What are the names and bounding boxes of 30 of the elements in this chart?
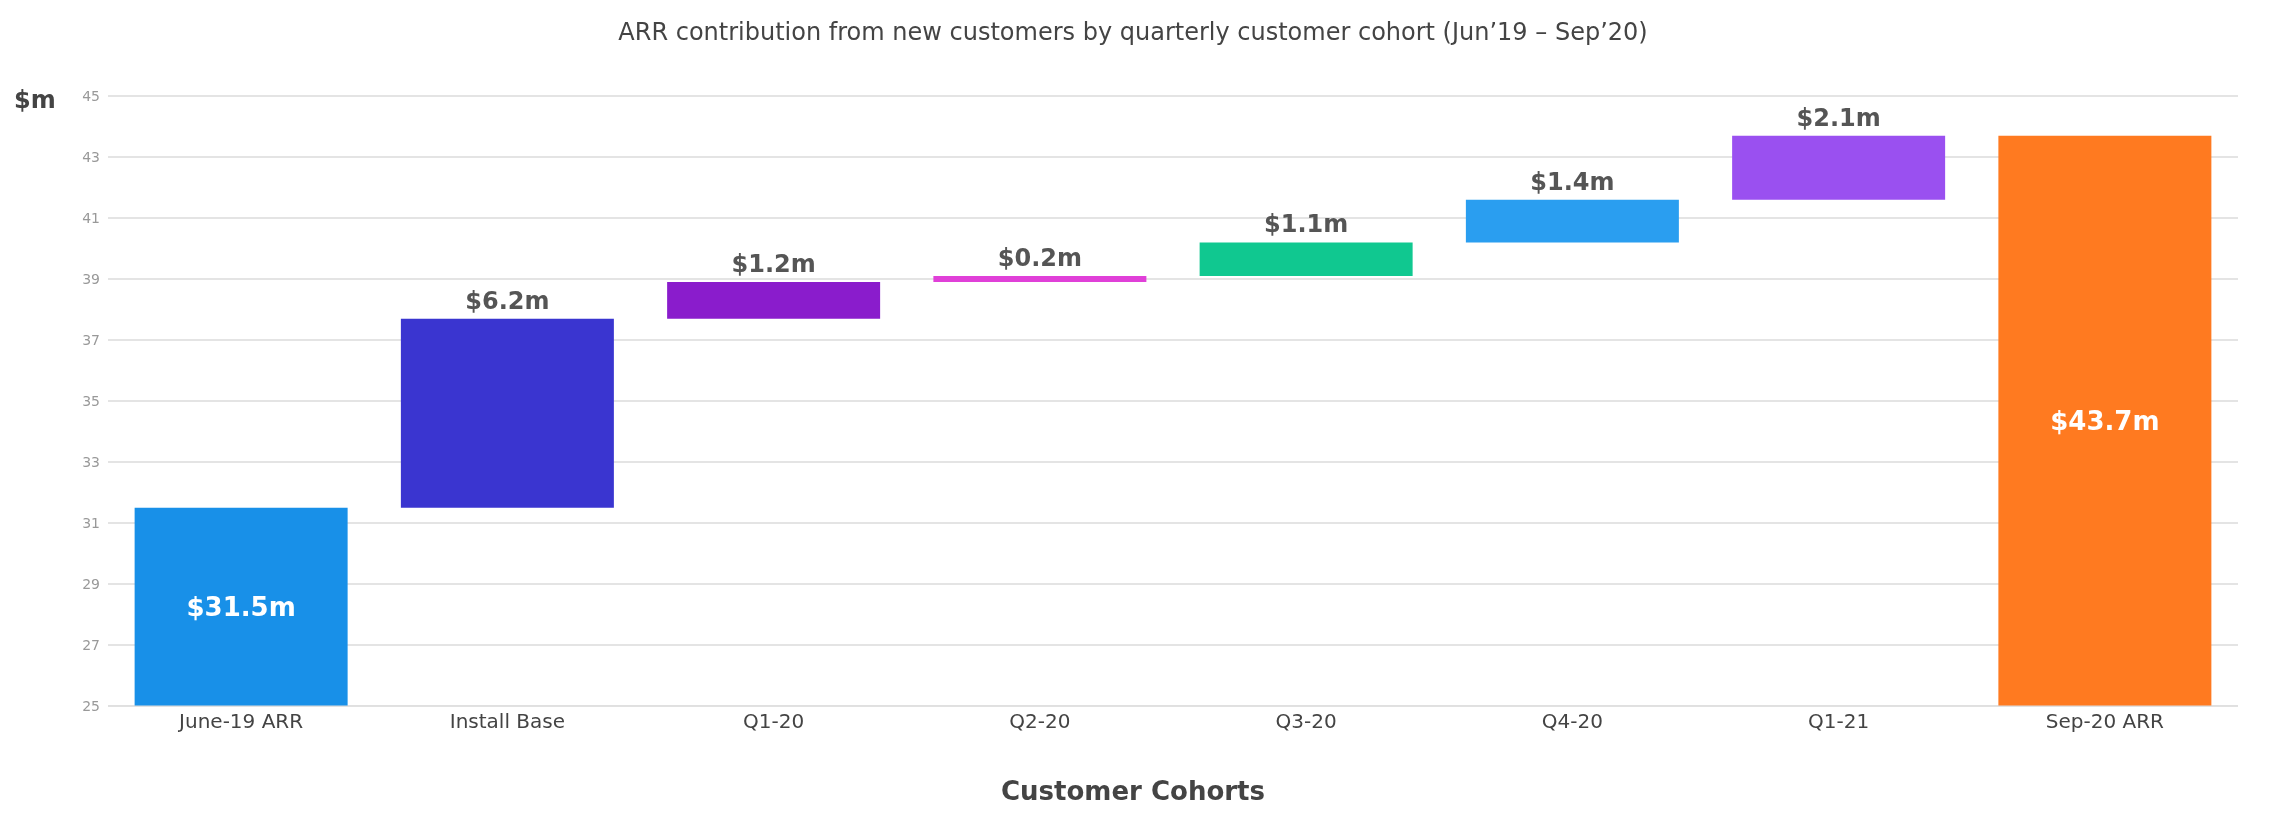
data-label: $0.2m bbox=[997, 243, 1082, 272]
x-tick-label: Install Base bbox=[449, 709, 566, 734]
x-tick-label: Q1-21 bbox=[1808, 709, 1870, 734]
x-tick-label: Q3-20 bbox=[1275, 709, 1337, 734]
x-tick-label: June-19 ARR bbox=[177, 709, 304, 734]
y-tick-label: 29 bbox=[82, 575, 100, 592]
y-axis-title: $m bbox=[14, 86, 56, 114]
x-tick-label: Sep-20 ARR bbox=[2045, 709, 2165, 734]
y-tick-label: 31 bbox=[82, 514, 100, 531]
y-tick-label: 41 bbox=[82, 209, 100, 226]
x-tick-label: Q1-20 bbox=[743, 709, 805, 734]
data-label: $1.2m bbox=[731, 250, 816, 279]
y-tick-label: 37 bbox=[82, 331, 100, 348]
data-label: $2.1m bbox=[1796, 103, 1881, 132]
y-tick-label: 25 bbox=[82, 697, 100, 714]
y-tick-label: 39 bbox=[82, 270, 100, 287]
y-tick-label: 35 bbox=[82, 392, 100, 409]
chart-title: ARR contribution from new customers by quarterly customer cohort (Jun’19 – Sep’20) bbox=[617, 17, 1649, 48]
x-axis-title: Customer Cohorts bbox=[1000, 776, 1266, 806]
data-label: $1.4m bbox=[1530, 167, 1615, 196]
data-label: $31.5m bbox=[186, 591, 296, 622]
data-label: $6.2m bbox=[465, 286, 550, 315]
x-tick-label: Q2-20 bbox=[1009, 709, 1071, 734]
y-tick-label: 33 bbox=[82, 453, 100, 470]
y-tick-label: 43 bbox=[82, 148, 100, 165]
y-tick-label: 27 bbox=[82, 636, 100, 653]
data-label: $1.1m bbox=[1264, 210, 1349, 239]
data-label: $43.7m bbox=[2050, 405, 2160, 436]
x-tick-label: Q4-20 bbox=[1541, 709, 1603, 734]
y-tick-label: 45 bbox=[82, 87, 100, 104]
